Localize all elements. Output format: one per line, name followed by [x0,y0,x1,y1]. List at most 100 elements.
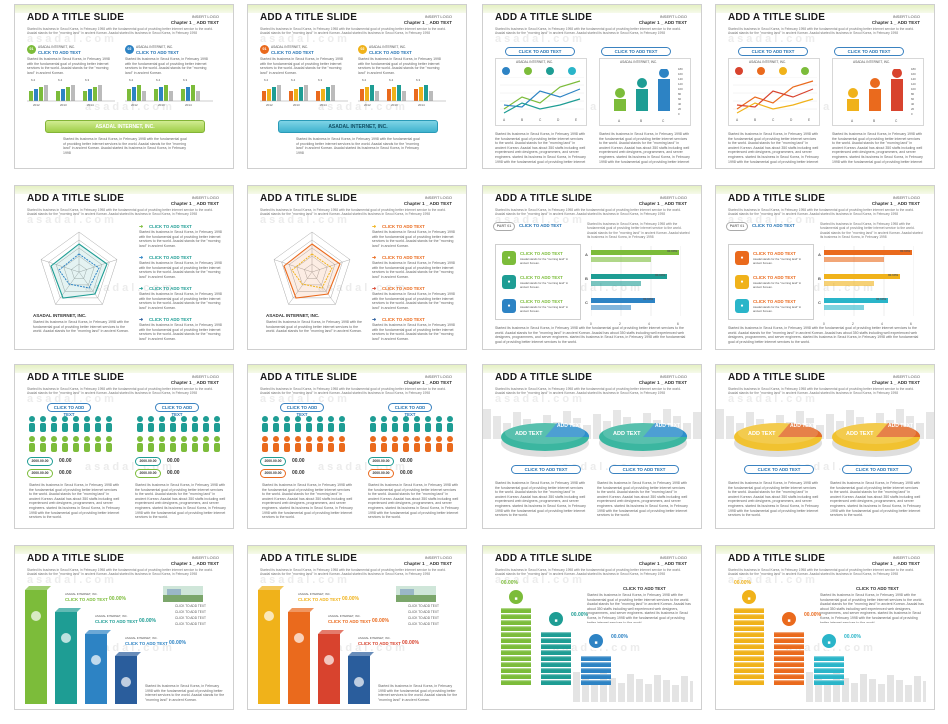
company-label: ASADAL INTERNET, INC. [38,45,76,49]
chapter-label: Chapter 1 _ ADD TEXT [403,380,452,385]
click-to-add-text[interactable]: CLICK TO ADD TEXT [38,50,81,55]
slide-thumbnail[interactable]: ADD A TITLE SLIDE INSERT LOGO Chapter 1 _ … [715,364,935,529]
click-to-add-text[interactable]: CLICK TO ADD TEXT [149,317,192,322]
click-to-add-text[interactable]: CLICK TO ADD TEXT [623,586,666,591]
number-badge: 01 [27,45,36,54]
bar-chart [606,68,676,122]
click-to-add-text[interactable]: CLICK TO ADD TEXT [382,286,425,291]
slide-thumbnail[interactable]: ADD A TITLE SLIDE INSERT LOGO Chapter 1 _ … [247,545,467,710]
bar-chart [839,68,909,122]
slide-thumbnail[interactable]: ADD A TITLE SLIDE INSERT LOGO Chapter 1 _ … [14,185,234,350]
slide-thumbnail[interactable]: ADD A TITLE SLIDE INSERT LOGO Chapter 1 _ … [14,4,234,169]
click-to-add-text-button[interactable]: CLICK TO ADD TEXT [609,465,679,474]
percent-value: 00.00% [169,640,186,646]
click-to-add-text[interactable]: CLICK TO ADD TEXT [369,50,412,55]
slide-thumbnail[interactable]: ADD A TITLE SLIDE INSERT LOGO Chapter 1 _ … [715,4,935,169]
company-label: ASADAL INTERNET, INC. [136,45,174,49]
click-to-add-text-button[interactable]: CLICK TO ADD TEXT [155,403,199,417]
click-to-add-text[interactable]: CLICK TO ADD TEXT [298,597,341,602]
slide-title: ADD A TITLE SLIDE [260,193,358,204]
bar-value-label: 6.2 [264,78,269,82]
click-to-add-text[interactable]: CLICK TO ADD TEXT [856,586,899,591]
click-to-add-text-button[interactable]: CLICK TO ADD TEXT [47,403,91,417]
click-to-add-text[interactable]: CLICK TO ADD TEXT [520,275,563,280]
click-to-add-text[interactable]: CLICK TO ADD TEXT [753,299,796,304]
watermark: asadal.com [495,33,585,45]
date-badge: 2000.00.00 [135,457,161,466]
slide-thumbnail[interactable]: ADD A TITLE SLIDE INSERT LOGO Chapter 1 _ … [482,364,702,529]
slide-thumbnail[interactable]: ADD A TITLE SLIDE INSERT LOGO Chapter 1 _ … [715,185,935,350]
click-to-add-text-button[interactable]: CLICK TO ADD TEXT [601,47,671,56]
y-tick-label: 40 [678,102,682,106]
click-to-add-text-button[interactable]: CLICK TO ADD TEXT [505,47,575,56]
click-to-add-text-button[interactable]: CLICK TO ADD TEXT [744,465,814,474]
click-to-add-text[interactable]: CLICK TO ADD TEXT [358,641,401,646]
slide-description: Started its business in Seoul Korea, in … [260,27,447,36]
body-text: Started its business in Seoul Korea, in … [372,230,455,248]
insert-logo-label: INSERT LOGO [424,555,452,560]
click-to-add-text[interactable]: CLICK TO ADD TEXT [519,223,562,228]
caption: Asadal stands for the "morning land" in … [520,257,569,265]
arrow-icon: ➜ [139,255,144,261]
click-to-add-text[interactable]: CLICK TO ADD TEXT [65,597,108,602]
click-to-add-text[interactable]: CLICK TO ADD TEXT [136,50,179,55]
slide-title: ADD A TITLE SLIDE [27,553,125,564]
click-to-add-text[interactable]: CLICK TO ADD TEXT [328,619,371,624]
pen-icon [779,67,787,75]
click-to-add-text[interactable]: CLICK TO ADD TEXT [149,255,192,260]
body-text: Started its business in Seoul Korea, in … [495,481,586,518]
slide-description: Started its business in Seoul Korea, in … [27,387,214,396]
click-to-add-text[interactable]: CLICK TO ADD TEXT [271,50,314,55]
line-chart [500,76,584,117]
slide-top-bar [483,546,701,554]
y-tick-label: 0 [678,112,680,116]
click-to-add-text[interactable]: CLICK TO ADD TEXT [382,255,425,260]
bullet-item: CLICK TO ADD TEXT [175,622,206,626]
bar-chart-panel: ASADAL INTERNET, INC. 180 160 140 120 100 80 60… [832,58,924,126]
y-tick-label: 0 [911,112,913,116]
body-text: Started its business in Seoul Korea, in … [262,483,353,520]
click-to-add-text-button[interactable]: CLICK TO ADD TEXT [738,47,808,56]
click-to-add-text[interactable]: CLICK TO ADD TEXT [125,641,168,646]
slide-thumbnail[interactable]: ADD A TITLE SLIDE INSERT LOGO Chapter 1 _ … [482,185,702,350]
click-to-add-text[interactable]: CLICK TO ADD TEXT [520,299,563,304]
axis-letter: C [895,119,898,123]
percent-value: 00.00% [402,640,419,646]
slide-thumbnail[interactable]: ADD A TITLE SLIDE INSERT LOGO Chapter 1 _ … [482,545,702,710]
bullet-item: CLICK TO ADD TEXT [408,610,439,614]
click-to-add-text-button[interactable]: CLICK TO ADD TEXT [280,403,324,417]
click-to-add-text-button[interactable]: CLICK TO ADD TEXT [511,465,581,474]
category-label: A [585,252,588,257]
click-to-add-text[interactable]: CLICK TO ADD TEXT [149,286,192,291]
watermark: asadal.com [27,574,117,586]
number-badge: 02 [358,45,367,54]
company-label: ASADAL INTERNET, INC. [328,614,361,618]
click-to-add-text-button[interactable]: CLICK TO ADD TEXT [842,465,912,474]
slide-thumbnail[interactable]: ADD A TITLE SLIDE INSERT LOGO Chapter 1 _ … [14,545,234,710]
click-to-add-text[interactable]: CLICK TO ADD TEXT [753,275,796,280]
slide-description: Started its business in Seoul Korea, in … [728,208,915,217]
click-to-add-text[interactable]: CLICK TO ADD TEXT [752,223,795,228]
slide-thumbnail[interactable]: ADD A TITLE SLIDE INSERT LOGO Chapter 1 _ … [247,364,467,529]
percent-label: 00.00% [900,249,911,253]
click-to-add-text[interactable]: CLICK TO ADD TEXT [95,619,138,624]
click-to-add-text-button[interactable]: CLICK TO ADD TEXT [388,403,432,417]
click-to-add-text[interactable]: CLICK TO ADD TEXT [149,224,192,229]
slide-title: ADD A TITLE SLIDE [27,193,125,204]
slide-thumbnail[interactable]: ADD A TITLE SLIDE INSERT LOGO Chapter 1 _ … [715,545,935,710]
click-to-add-text[interactable]: CLICK TO ADD TEXT [520,251,563,256]
bullet-item: CLICK TO ADD TEXT [408,616,439,620]
click-to-add-text[interactable]: CLICK TO ADD TEXT [753,251,796,256]
click-to-add-text[interactable]: CLICK TO ADD TEXT [382,224,425,229]
slide-thumbnail[interactable]: ADD A TITLE SLIDE INSERT LOGO Chapter 1 _ … [14,364,234,529]
percent-value: 00.00% [804,612,821,618]
slide-thumbnail[interactable]: ADD A TITLE SLIDE INSERT LOGO Chapter 1 _ … [247,185,467,350]
slide-thumbnail[interactable]: ADD A TITLE SLIDE INSERT LOGO Chapter 1 _ … [247,4,467,169]
y-tick-label: 160 [678,72,683,76]
click-to-add-text-button[interactable]: CLICK TO ADD TEXT [834,47,904,56]
slide-description: Started its business in Seoul Korea, in … [587,222,690,239]
axis-letter: A [736,118,739,122]
click-to-add-text[interactable]: CLICK TO ADD TEXT [382,317,425,322]
slide-thumbnail[interactable]: ADD A TITLE SLIDE INSERT LOGO Chapter 1 _ … [482,4,702,169]
slide-description: Started its business in Seoul Korea, in … [27,568,214,577]
